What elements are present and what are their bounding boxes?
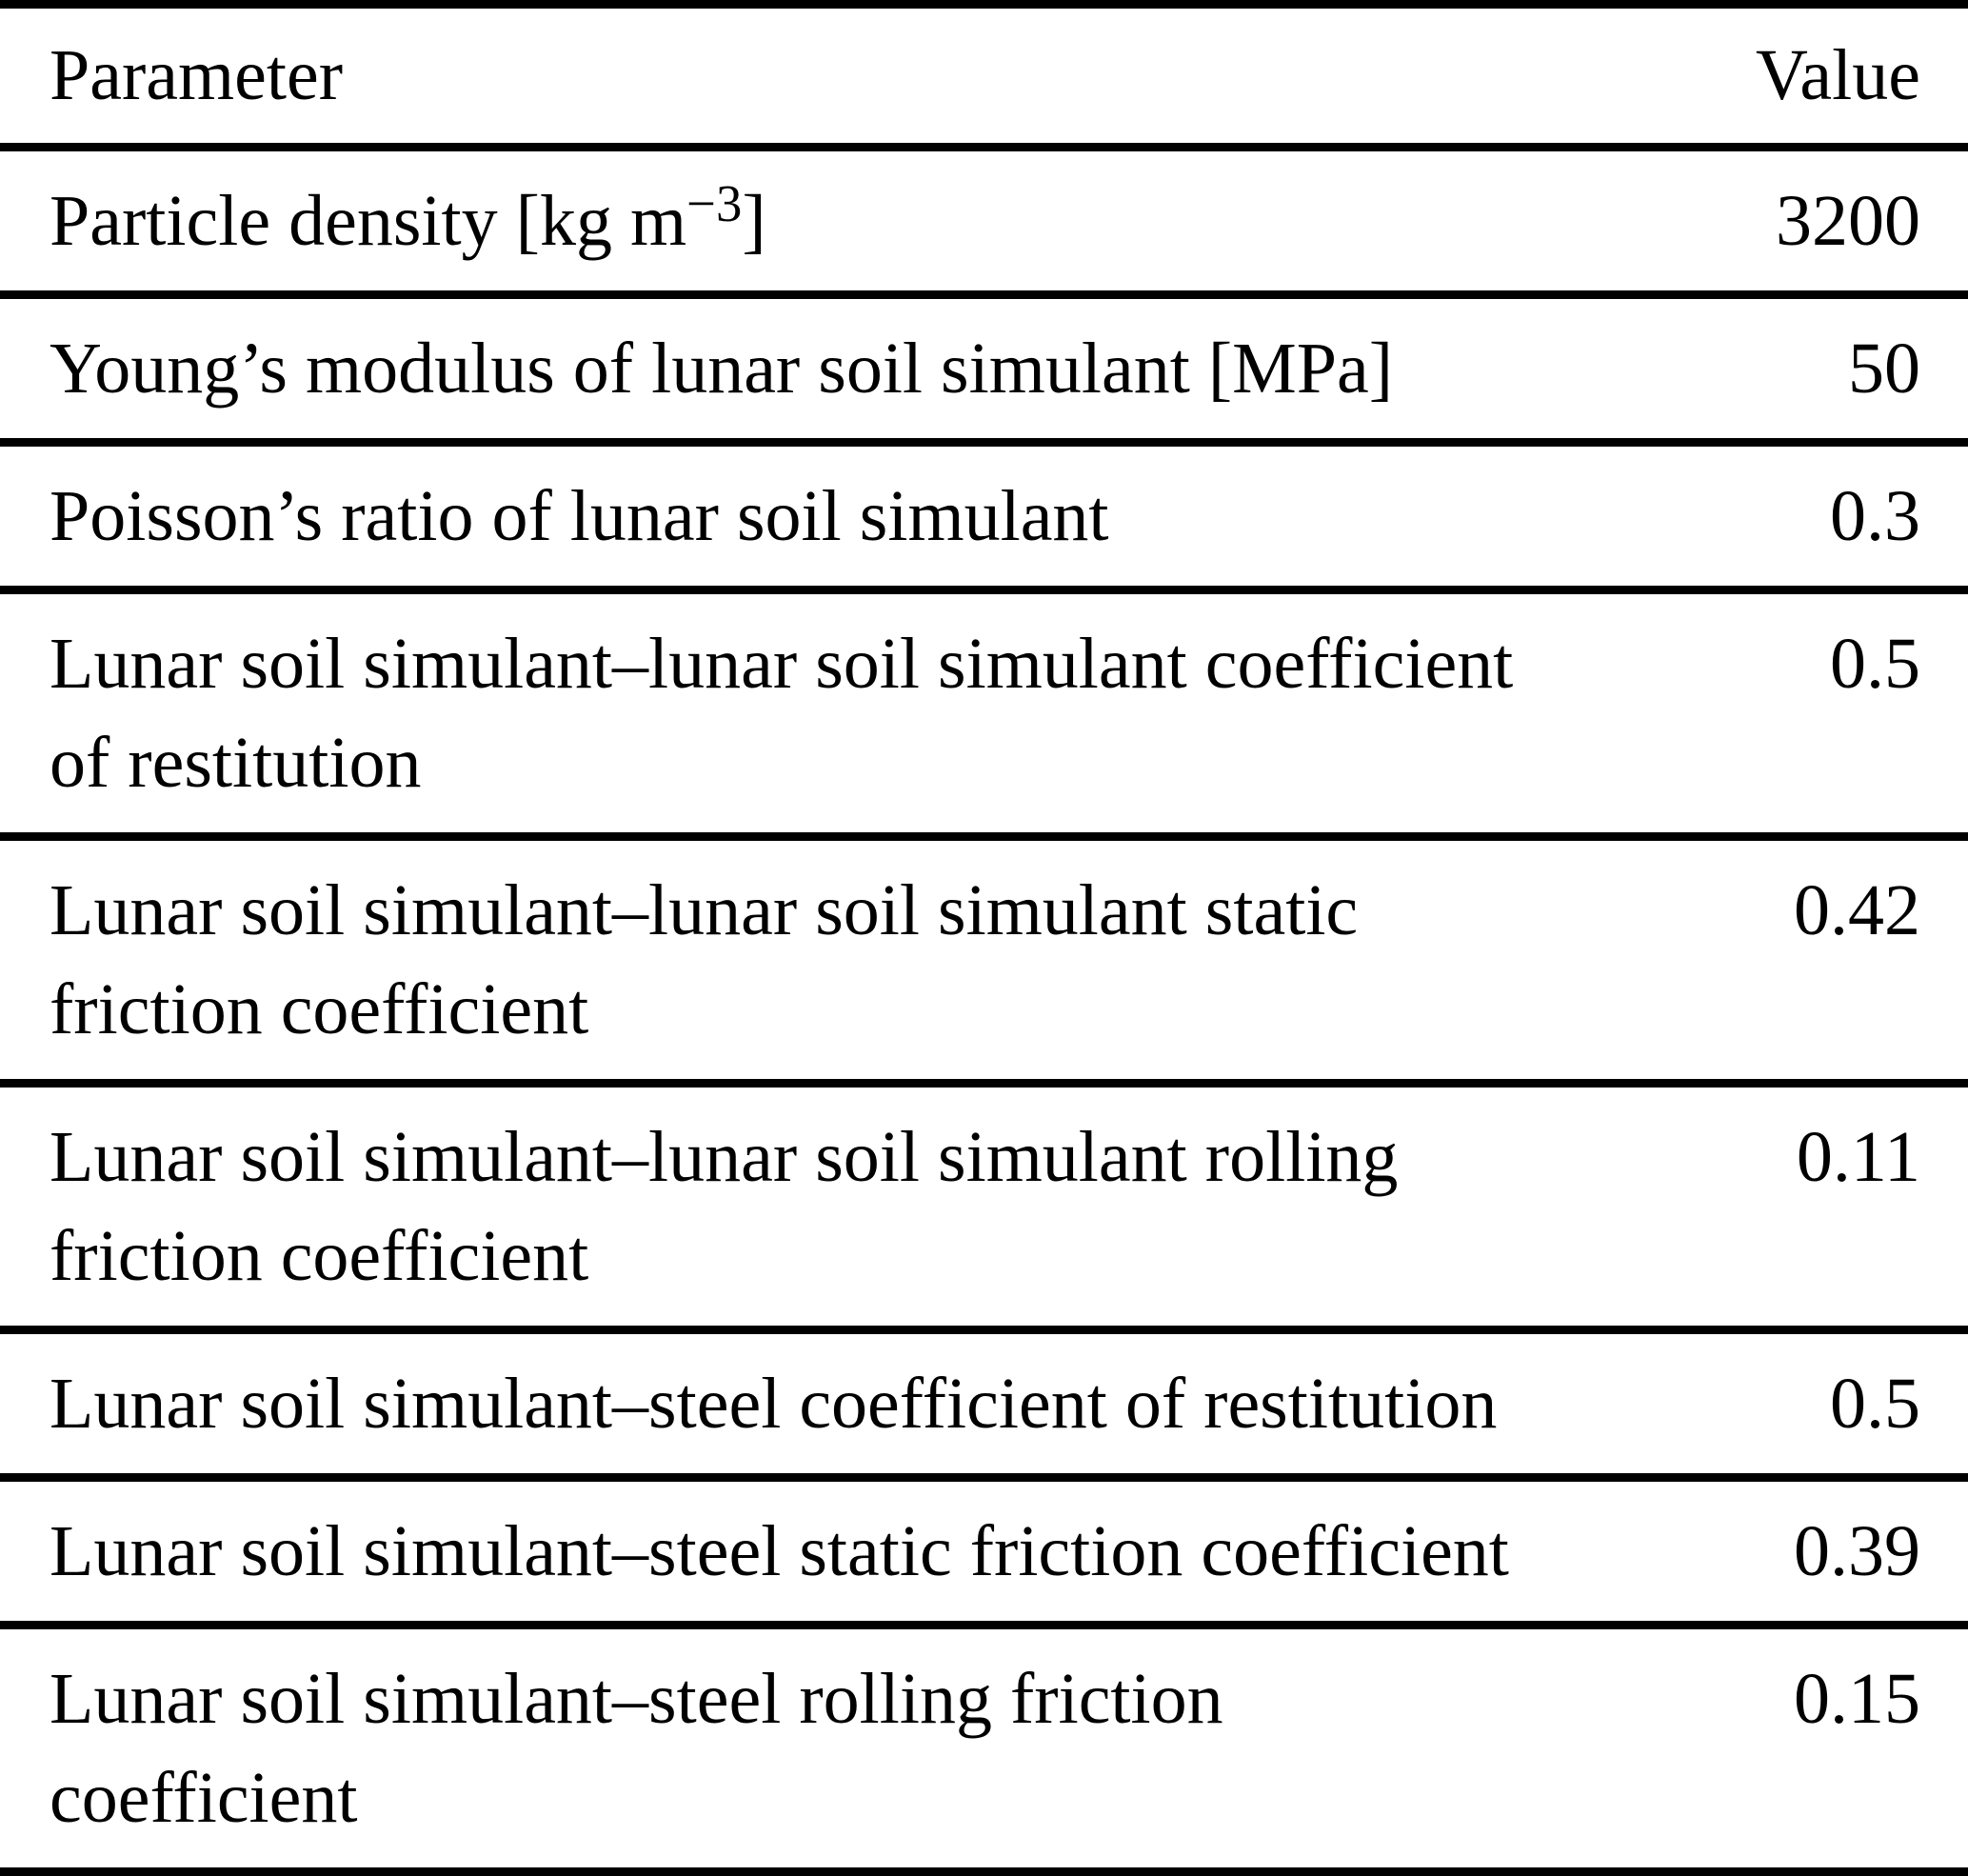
table-row-soil-soil-rolling-friction: Lunar soil simulant–lunar soil simulant … bbox=[0, 1088, 1968, 1334]
param-cell: Lunar soil simulant–steel coefficient of… bbox=[50, 1364, 1498, 1444]
table-row-soil-soil-static-friction: Lunar soil simulant–lunar soil simulant … bbox=[0, 841, 1968, 1088]
param-cell: Particle density [kg m−3] bbox=[50, 171, 1620, 270]
table-row-soil-steel-static-friction: Lunar soil simulant–steel static frictio… bbox=[0, 1482, 1968, 1629]
param-cell: Lunar soil simulant–steel rolling fricti… bbox=[50, 1659, 1223, 1838]
value-cell: 0.5 bbox=[1830, 1364, 1920, 1444]
value-cell: 0.11 bbox=[1796, 1117, 1920, 1197]
param-cell: Lunar soil simulant–lunar soil simulant … bbox=[50, 1117, 1399, 1296]
header-param-label: Parameter bbox=[50, 35, 344, 115]
table-row-soil-steel-rolling-friction: Lunar soil simulant–steel rolling fricti… bbox=[0, 1629, 1968, 1876]
value-cell: 0.5 bbox=[1830, 624, 1920, 704]
param-cell: Lunar soil simulant–lunar soil simulant … bbox=[50, 870, 1359, 1049]
param-cell: Young’s modulus of lunar soil simulant [… bbox=[50, 329, 1394, 409]
table-row-soil-soil-restitution: Lunar soil simulant–lunar soil simulant … bbox=[0, 594, 1968, 841]
param-cell: Lunar soil simulant–lunar soil simulant … bbox=[50, 624, 1514, 803]
value-cell: 3200 bbox=[1776, 181, 1920, 261]
value-cell: 50 bbox=[1848, 329, 1920, 409]
value-cell: 0.3 bbox=[1830, 476, 1920, 556]
table-header-row: Parameter Value bbox=[0, 9, 1968, 151]
value-cell: 0.42 bbox=[1794, 870, 1920, 950]
table-row-soil-steel-restitution: Lunar soil simulant–steel coefficient of… bbox=[0, 1334, 1968, 1482]
value-cell: 0.39 bbox=[1794, 1511, 1920, 1591]
param-cell: Lunar soil simulant–steel static frictio… bbox=[50, 1511, 1509, 1591]
superscript-exponent: −3 bbox=[686, 174, 743, 233]
value-cell: 0.15 bbox=[1794, 1659, 1920, 1739]
table-row-youngs-modulus: Young’s modulus of lunar soil simulant [… bbox=[0, 299, 1968, 447]
header-value-label: Value bbox=[1755, 35, 1920, 115]
param-text-pre: Particle density [kg m bbox=[50, 181, 687, 261]
param-text-post: ] bbox=[742, 181, 766, 261]
table-row-particle-density: Particle density [kg m−3] 3200 bbox=[0, 151, 1968, 299]
param-cell: Poisson’s ratio of lunar soil simulant bbox=[50, 476, 1109, 556]
table-row-poissons-ratio: Poisson’s ratio of lunar soil simulant 0… bbox=[0, 447, 1968, 594]
